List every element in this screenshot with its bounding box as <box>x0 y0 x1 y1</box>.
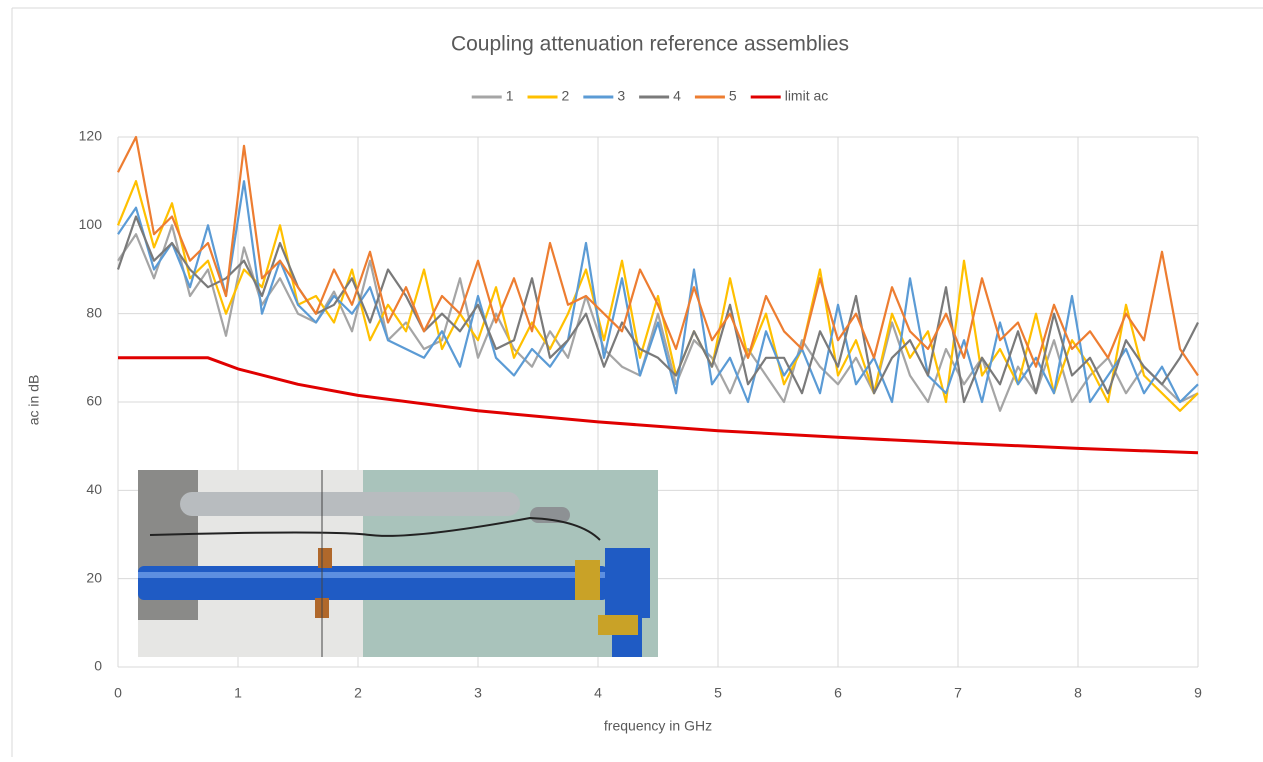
legend: 1 2 3 4 5 limit ac <box>471 88 829 104</box>
series-line <box>118 356 1199 455</box>
legend-item: 5 <box>694 88 737 104</box>
photo-inset <box>138 470 658 657</box>
x-tick-label: 4 <box>594 685 602 701</box>
photo-pipe <box>138 566 608 600</box>
x-tick-label: 7 <box>954 685 962 701</box>
legend-item: 2 <box>527 88 570 104</box>
legend-item: 4 <box>639 88 681 104</box>
legend-label: limit ac <box>785 88 829 104</box>
photo-pipe <box>605 548 650 618</box>
y-tick-label: 0 <box>94 658 102 674</box>
x-axis-label: frequency in GHz <box>604 718 712 734</box>
legend-label: 5 <box>729 88 737 104</box>
legend-item: limit ac <box>750 88 829 104</box>
y-tick-label: 60 <box>86 393 102 409</box>
photo-tube <box>180 492 520 516</box>
y-tick-label: 80 <box>86 304 102 320</box>
photo-clamp <box>598 615 638 635</box>
y-tick-label: 20 <box>86 569 102 585</box>
y-tick-label: 120 <box>79 128 103 144</box>
series-line <box>117 180 1199 404</box>
plot <box>116 135 1199 455</box>
legend-item: 1 <box>471 88 514 104</box>
photo-pipe <box>138 572 608 578</box>
x-tick-label: 5 <box>714 685 722 701</box>
series-line <box>116 215 1199 404</box>
y-axis-label: ac in dB <box>26 375 42 426</box>
legend-label: 1 <box>506 88 514 104</box>
x-tick-label: 3 <box>474 685 482 701</box>
y-tick-label: 40 <box>86 481 102 497</box>
legend-item: 3 <box>583 88 625 104</box>
series-line <box>116 180 1199 412</box>
series-line <box>117 224 1199 412</box>
x-tick-label: 9 <box>1194 685 1202 701</box>
photo-clamp <box>575 560 600 600</box>
legend-label: 3 <box>617 88 625 104</box>
legend-label: 2 <box>562 88 570 104</box>
x-tick-label: 2 <box>354 685 362 701</box>
x-tick-label: 6 <box>834 685 842 701</box>
x-tick-label: 8 <box>1074 685 1082 701</box>
series-line <box>117 135 1199 377</box>
photo-cable <box>149 516 601 541</box>
photo-tape <box>318 548 332 568</box>
x-tick-label: 0 <box>114 685 122 701</box>
legend-label: 4 <box>673 88 681 104</box>
y-tick-label: 100 <box>79 216 103 232</box>
x-tick-label: 1 <box>234 685 242 701</box>
chart-title: Coupling attenuation reference assemblie… <box>451 33 849 56</box>
